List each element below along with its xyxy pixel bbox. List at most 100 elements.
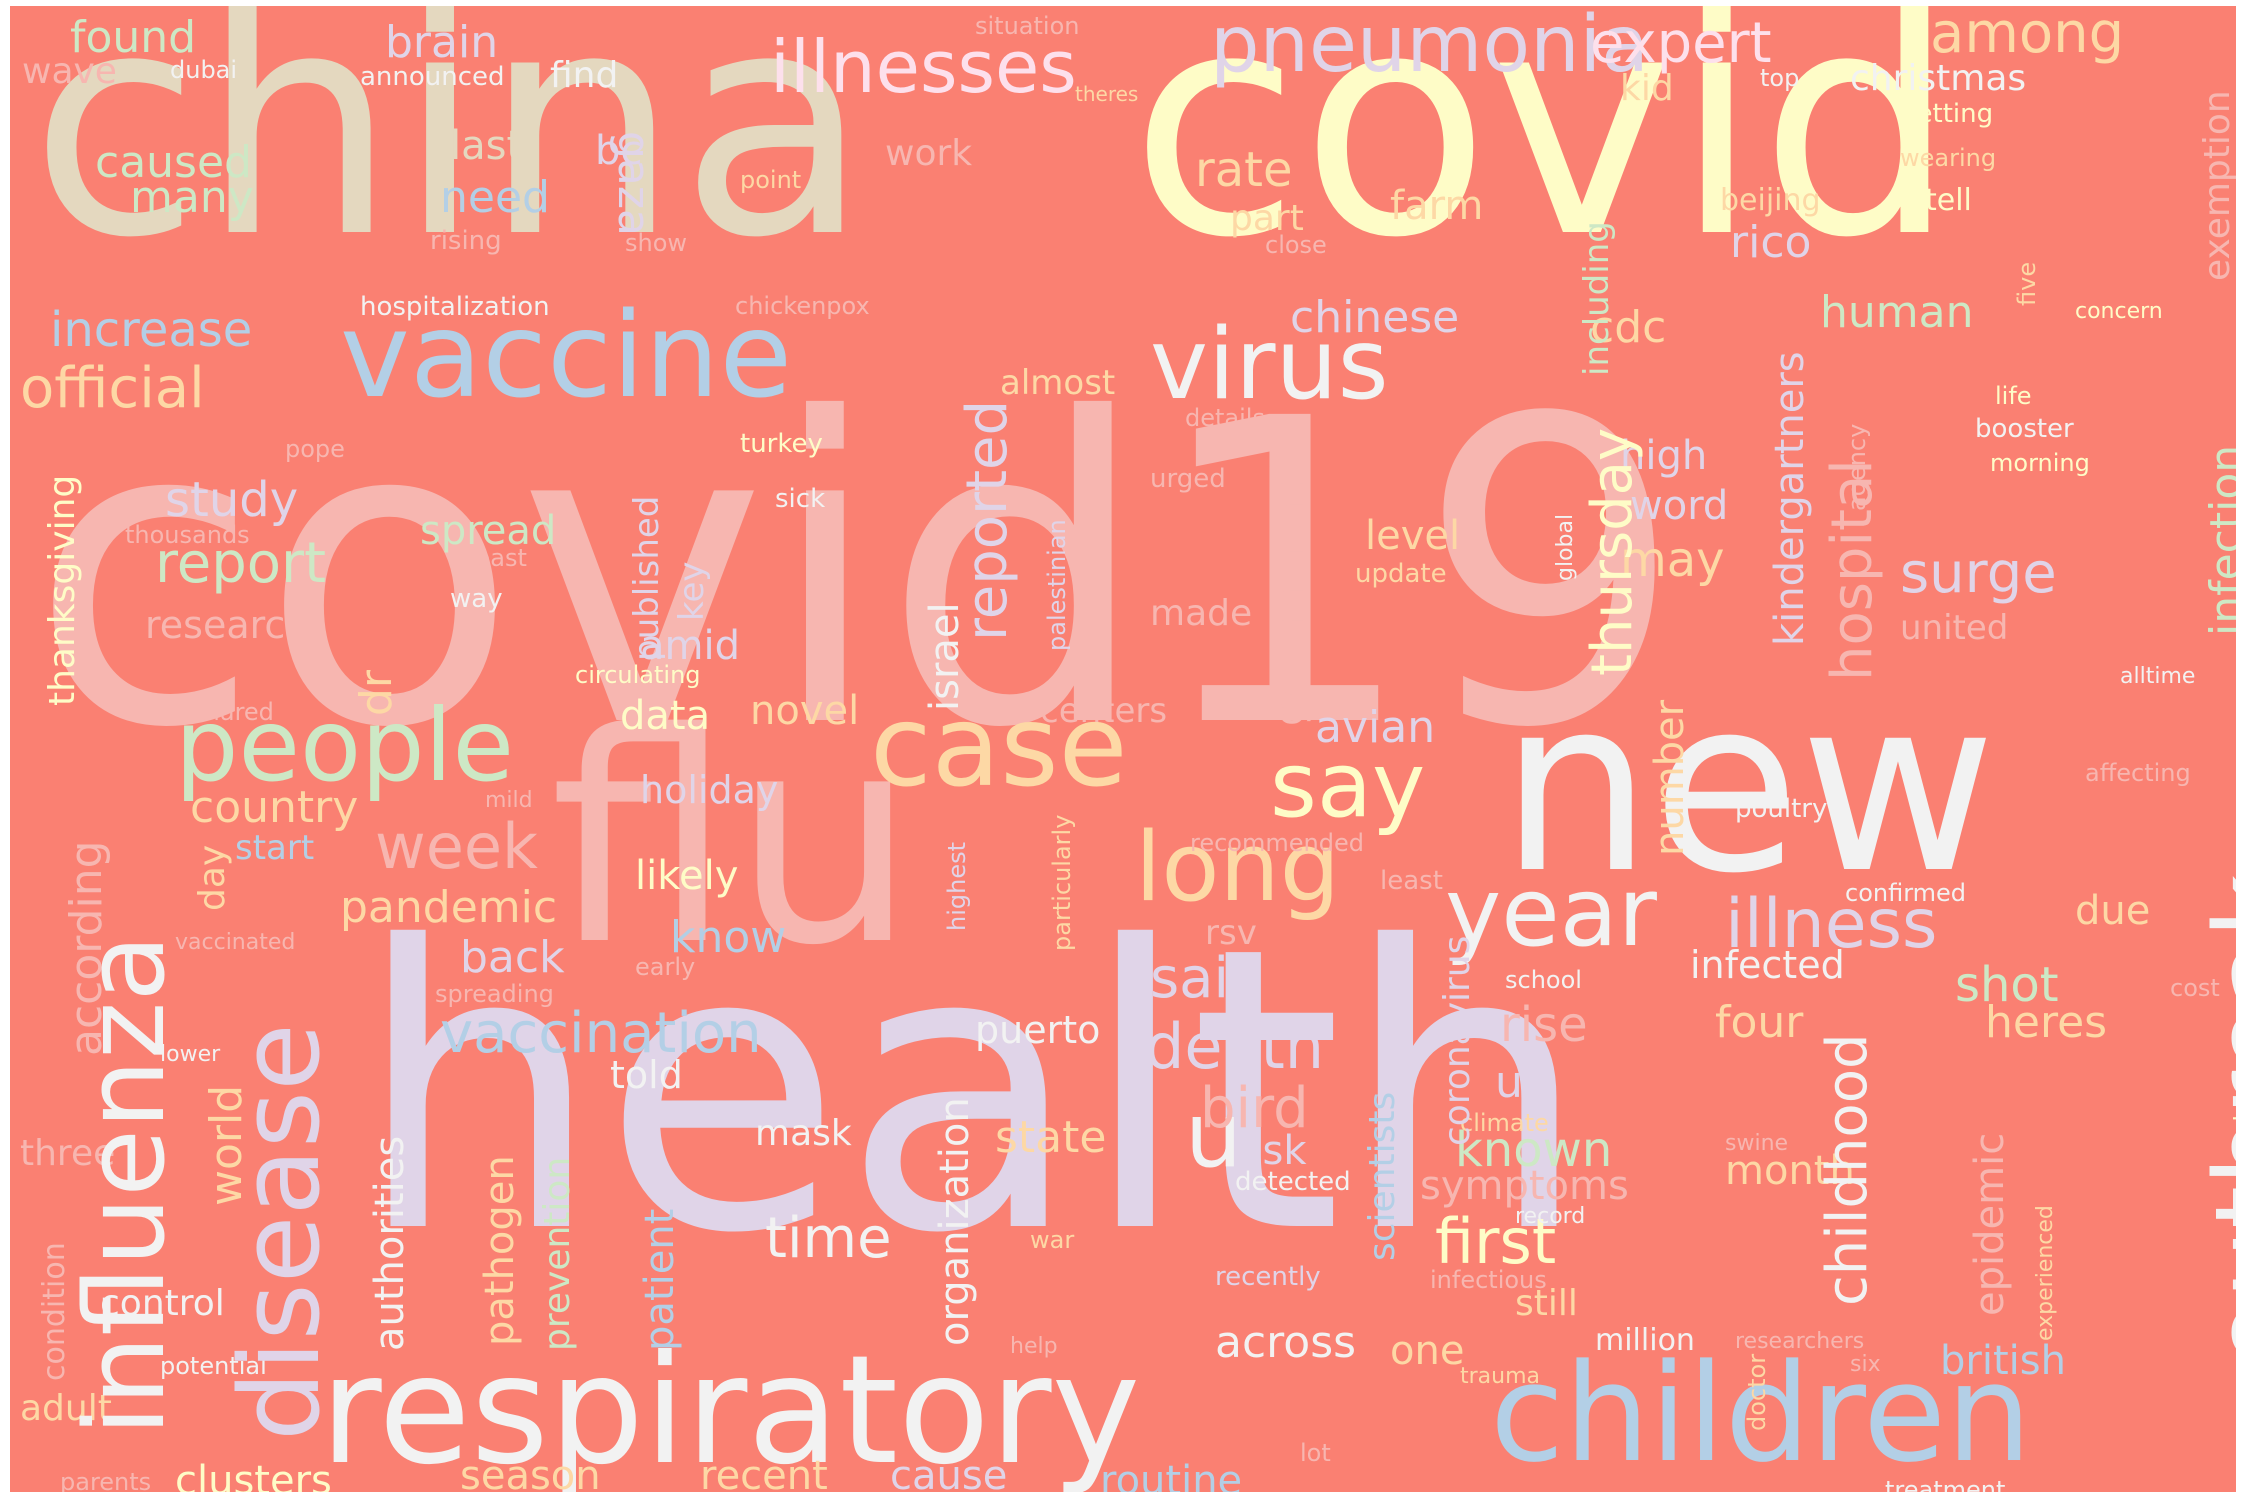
word-concern: concern [2075,299,2163,324]
word-start: start [235,828,315,868]
word-circulating: circulating [575,661,701,689]
word-key: key [672,561,712,621]
word-childhood: childhood [1815,1033,1880,1306]
word-bird: bird [1200,1076,1309,1141]
word-rising: rising [430,226,502,256]
word-dubai: dubai [170,56,238,84]
word-data: data [620,693,711,739]
word-said: said [1150,946,1265,1011]
word-theres: theres [1075,82,1139,106]
word-sick: sick [775,484,826,514]
word-morning: morning [1990,449,2090,477]
word-according: according [61,840,112,1056]
word-booster: booster [1975,414,2074,444]
word-cost: cost [2170,974,2220,1002]
word-caused: caused [95,137,252,188]
word-risk: risk [1235,1128,1307,1174]
word-control: control [100,1283,225,1324]
word-government: government [1267,482,1313,726]
word-centers: centers [1040,691,1168,731]
word-first: first [1435,1205,1557,1278]
word-trauma: trauma [1460,1364,1541,1389]
word-surge: surge [1900,541,2057,606]
word-human: human [1820,287,1974,338]
word-virus: virus [1150,308,1389,422]
word-infection: infection [2201,444,2236,636]
word-shot: shot [1955,957,2059,1013]
word-day: day [192,844,233,911]
word-record: record [1515,1204,1586,1229]
word-research: research [145,603,310,647]
word-situation: situation [975,12,1080,40]
word-high: high [1620,433,1708,479]
word-vaccinated: vaccinated [175,930,296,955]
word-recent: recent [700,1453,828,1492]
word-heres: heres [1985,997,2108,1048]
word-health: health [355,864,1590,1318]
word-bc: bc [595,128,643,174]
word-including: including [1577,221,1617,376]
word-find: find [550,55,619,96]
word-year: year [1445,858,1657,968]
word-published: published [627,495,667,661]
word-know: know [670,912,787,963]
word-coronavirus: coronavirus [1437,935,1478,1146]
word-show: show [625,229,688,257]
word-infectious: infectious [1430,1266,1547,1294]
word-almost: almost [1000,363,1116,403]
word-beijing: beijing [1720,183,1821,218]
word-update: update [1355,559,1447,589]
word-water: water [2228,1087,2236,1156]
word-potential: potential [160,1352,267,1380]
word-dr: dr [351,669,402,716]
word-across: across [1215,1317,1357,1368]
word-past: past [475,544,527,572]
word-brain: brain [385,17,499,68]
word-season: season [460,1453,601,1492]
word-thanksgiving: thanksgiving [42,474,83,706]
word-experienced: experienced [2033,1205,2058,1341]
word-wearing: wearing [1900,144,1997,172]
word-top: top [1760,64,1800,92]
word-organization: organization [932,1097,978,1346]
word-spreading: spreading [435,980,554,1008]
word-number: number [1647,699,1693,856]
word-time: time [765,1206,892,1271]
word-many: many [130,172,254,223]
word-israel: israel [922,602,968,711]
word-least: least [1380,866,1443,896]
word-due: due [2075,888,2151,934]
word-one: one [1390,1328,1465,1374]
word-pneumonia: pneumonia [1210,6,1649,90]
word-cause: cause [890,1453,1008,1492]
word-made: made [1150,593,1253,634]
word-need: need [440,172,550,223]
word-word: word [1630,483,1729,529]
word-life: life [1995,382,2032,410]
word-country: country [190,782,359,833]
word-known: known [1455,1122,1613,1178]
word-confirmed: confirmed [1845,879,1967,907]
word-children: children [1490,1335,2032,1492]
word-work: work [885,133,973,174]
word-illnesses: illnesses [770,25,1077,109]
word-swine: swine [1725,1131,1789,1156]
word-among: among [1930,6,2125,66]
word-recommended: recommended [1190,829,1364,857]
word-christmas: christmas [1850,58,2027,99]
word-month: month [1725,1148,1855,1194]
word-global: global [1553,513,1578,581]
word-world: world [201,1084,252,1206]
word-respiratory: respiratory [320,1324,1141,1492]
word-kindergartners: kindergartners [1767,351,1813,646]
word-adult: adult [20,1388,112,1429]
word-wave: wave [22,51,117,92]
word-found: found [70,12,197,63]
word-chickenpox: chickenpox [735,292,870,320]
word-way: way [450,584,503,614]
word-study: study [165,472,299,528]
word-pathogen: pathogen [477,1155,523,1346]
word-agency: agency [1843,423,1871,511]
word-may: may [1620,532,1725,588]
word-affecting: affecting [2085,759,2191,787]
